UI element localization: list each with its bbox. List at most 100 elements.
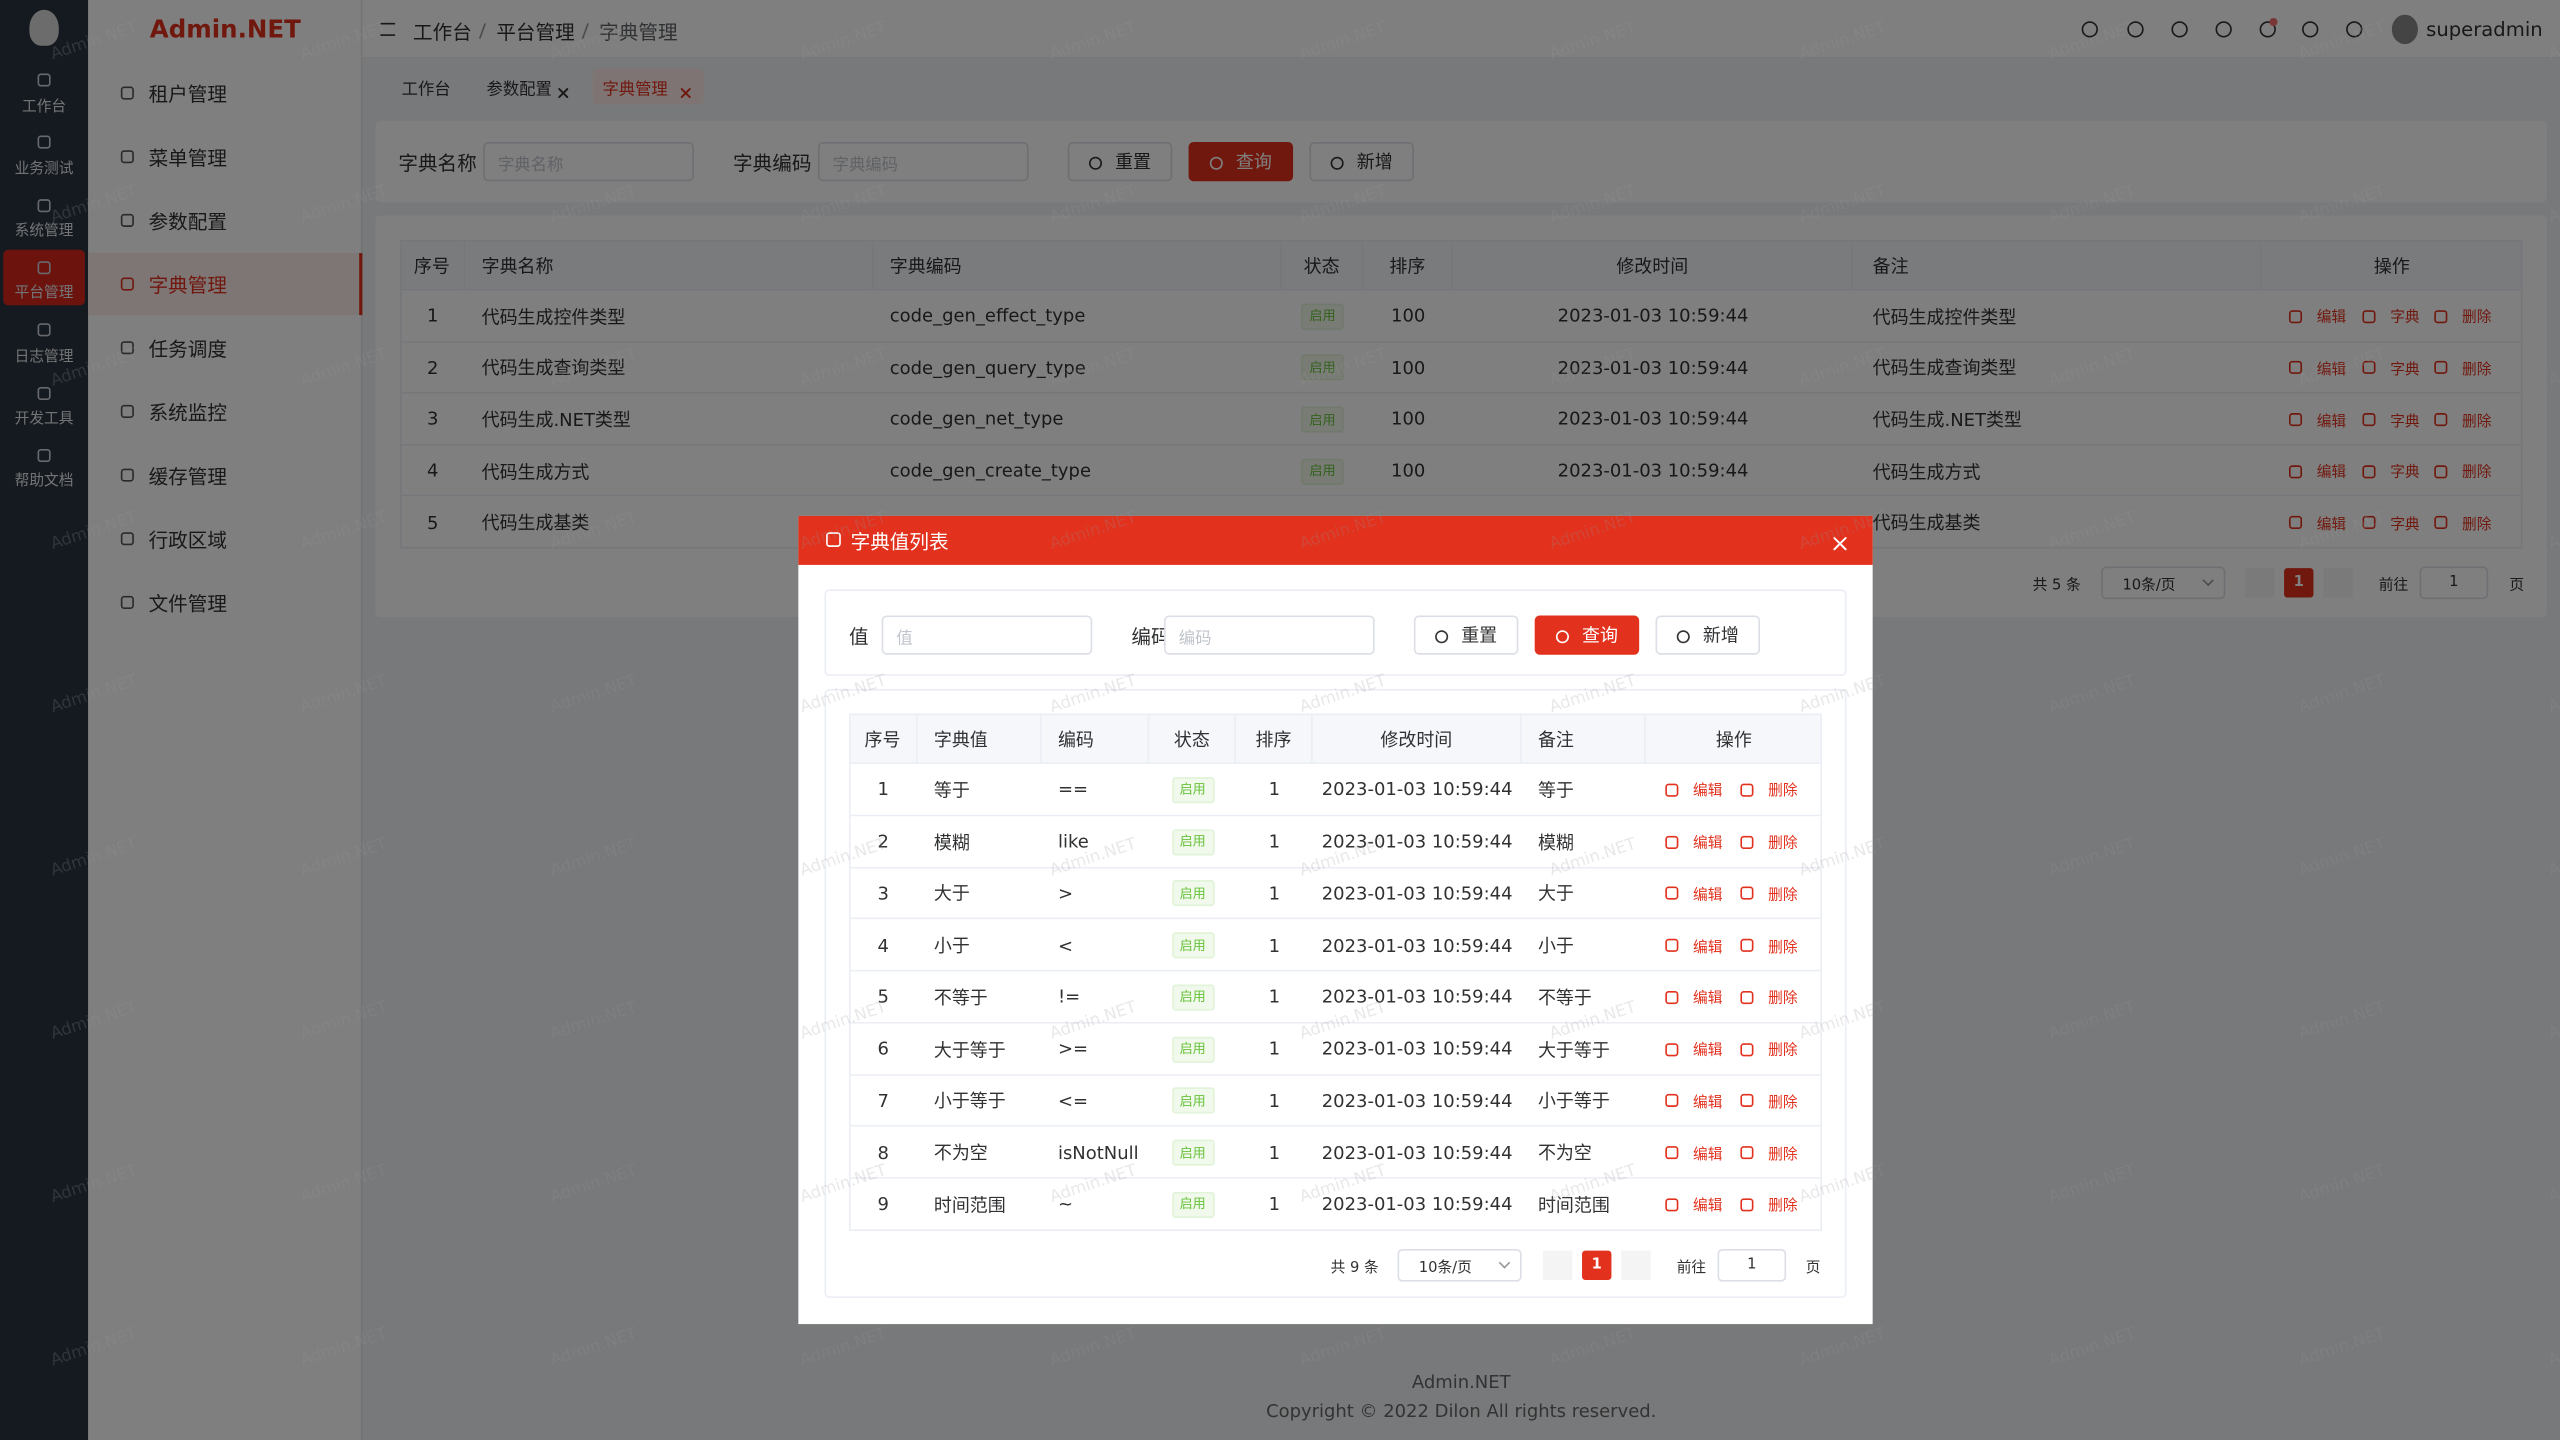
action-link[interactable]: 编辑 xyxy=(1693,784,1723,801)
table-row xyxy=(848,1178,1823,1231)
table-header-cell: 序号 xyxy=(849,713,918,765)
status-tag: 启用 xyxy=(1171,1191,1214,1218)
pager-page[interactable]: 1 xyxy=(1582,1250,1612,1280)
table-cell: 7 xyxy=(877,1090,889,1112)
pager-size-label: 10条/页 xyxy=(1418,1260,1472,1277)
icon xyxy=(1676,630,1690,644)
dialog-search-card xyxy=(824,589,1847,676)
table-cell: 等于 xyxy=(1537,780,1574,802)
table-cell: 1 xyxy=(1268,883,1280,905)
icon xyxy=(1665,1094,1679,1108)
action-link[interactable]: 编辑 xyxy=(1693,1198,1723,1216)
placeholder: 值 xyxy=(896,629,913,648)
search-input[interactable]: 值 xyxy=(881,615,1093,655)
button[interactable]: 查询 xyxy=(1534,615,1640,655)
icon xyxy=(1435,630,1449,644)
table-cell: 2023-01-03 10:59:44 xyxy=(1321,1142,1513,1164)
action-link[interactable]: 编辑 xyxy=(1693,939,1723,957)
table-cell: 大于等于 xyxy=(1537,1039,1610,1061)
icon xyxy=(1740,887,1754,901)
table-cell: isNotNull xyxy=(1057,1142,1139,1164)
action-link[interactable]: 编辑 xyxy=(1693,1043,1723,1060)
table-cell: 3 xyxy=(877,883,889,905)
table-cell: 5 xyxy=(877,986,889,1008)
icon xyxy=(826,532,841,547)
table-cell: 2023-01-03 10:59:44 xyxy=(1321,779,1513,801)
table-header-cell: 状态 xyxy=(1149,713,1236,765)
pager-prev[interactable] xyxy=(1542,1250,1573,1280)
pager-size[interactable]: 10条/页 xyxy=(1397,1248,1522,1282)
search-input[interactable]: 编码 xyxy=(1164,615,1375,655)
icon xyxy=(1665,835,1679,849)
dialog-header xyxy=(798,515,1873,565)
table-cell: 小于等于 xyxy=(1537,1091,1610,1113)
status-tag: 启用 xyxy=(1171,1139,1214,1166)
table-cell: 2023-01-03 10:59:44 xyxy=(1321,1090,1513,1112)
action-link[interactable]: 编辑 xyxy=(1693,1095,1723,1112)
table-header-cell: 字典值 xyxy=(934,713,1042,765)
table-cell: 8 xyxy=(877,1142,889,1164)
table-cell: != xyxy=(1057,986,1081,1008)
table-cell: <= xyxy=(1057,1090,1089,1112)
table-cell: >= xyxy=(1057,1038,1089,1060)
table-cell: 4 xyxy=(877,934,889,957)
action-link[interactable]: 编辑 xyxy=(1693,836,1723,853)
action-link[interactable]: 删除 xyxy=(1768,1198,1798,1216)
table-cell: 1 xyxy=(1268,1142,1280,1164)
close-icon[interactable] xyxy=(1832,534,1848,551)
icon xyxy=(1665,1146,1679,1160)
pager-next[interactable] xyxy=(1621,1250,1651,1280)
table-row xyxy=(848,815,1823,868)
icon xyxy=(1555,630,1569,644)
table-row xyxy=(848,764,1823,816)
action-link[interactable]: 删除 xyxy=(1768,1043,1798,1060)
action-link[interactable]: 删除 xyxy=(1768,1147,1798,1164)
button[interactable]: 新增 xyxy=(1655,615,1760,655)
table-header-cell: 备注 xyxy=(1538,713,1646,765)
table-row xyxy=(848,919,1823,972)
action-link[interactable]: 编辑 xyxy=(1693,991,1723,1008)
icon xyxy=(1740,1198,1754,1212)
table-row xyxy=(848,1126,1823,1179)
status-tag: 启用 xyxy=(1171,776,1214,804)
table-cell: 模糊 xyxy=(1537,832,1574,854)
table-cell: 大于 xyxy=(933,883,970,906)
table-header-cell: 编码 xyxy=(1058,713,1150,765)
icon xyxy=(1740,938,1754,953)
table-cell: 大于 xyxy=(1537,883,1574,906)
icon xyxy=(1665,1198,1679,1212)
action-link[interactable]: 删除 xyxy=(1768,991,1798,1008)
icon xyxy=(1665,783,1679,797)
icon xyxy=(1665,1042,1679,1056)
table-cell: 小于 xyxy=(1537,935,1574,957)
table-row xyxy=(848,1023,1823,1076)
action-link[interactable]: 删除 xyxy=(1768,887,1798,905)
table-cell: 1 xyxy=(1268,1038,1280,1060)
icon xyxy=(1740,1146,1754,1160)
table-cell: 不为空 xyxy=(1537,1143,1592,1165)
table-row xyxy=(848,867,1823,920)
action-link[interactable]: 删除 xyxy=(1768,836,1798,853)
table-cell: 1 xyxy=(877,779,889,801)
table-cell: 1 xyxy=(1268,934,1280,957)
table-cell: 1 xyxy=(1268,986,1280,1008)
action-link[interactable]: 删除 xyxy=(1768,939,1798,957)
table-cell: 9 xyxy=(877,1194,889,1216)
status-tag: 启用 xyxy=(1171,1036,1214,1063)
table-row xyxy=(848,971,1823,1024)
action-link[interactable]: 编辑 xyxy=(1693,1147,1723,1164)
pager-input[interactable]: 1 xyxy=(1717,1248,1787,1282)
table-cell: < xyxy=(1057,934,1074,957)
action-link[interactable]: 删除 xyxy=(1768,1095,1798,1112)
action-link[interactable]: 删除 xyxy=(1768,784,1798,801)
button[interactable]: 重置 xyxy=(1413,615,1519,655)
chevron xyxy=(1498,1257,1511,1269)
status-tag: 启用 xyxy=(1171,828,1214,855)
action-link[interactable]: 编辑 xyxy=(1693,887,1723,905)
table-cell: 2023-01-03 10:59:44 xyxy=(1321,831,1513,853)
table-header-cell: 修改时间 xyxy=(1313,713,1522,765)
table-row xyxy=(848,1075,1823,1127)
status-tag: 启用 xyxy=(1171,1087,1214,1115)
